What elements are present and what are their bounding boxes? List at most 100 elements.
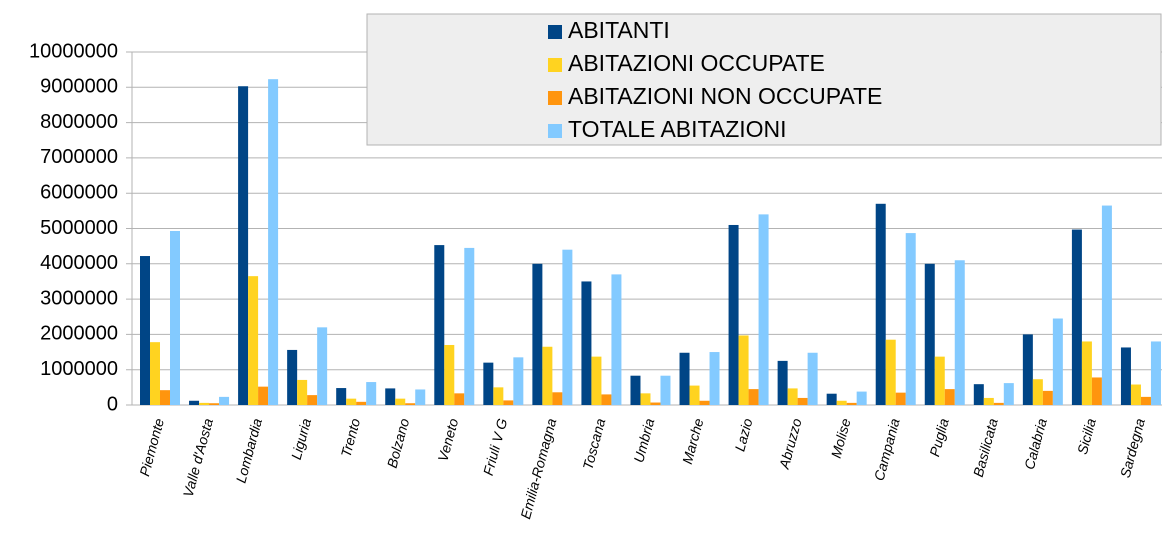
- y-tick-label: 9000000: [40, 76, 118, 98]
- bar: [1150, 341, 1161, 405]
- x-tick-label: Friuli V G: [480, 416, 511, 477]
- bar: [993, 402, 1004, 405]
- y-tick-label: 7000000: [40, 146, 118, 168]
- legend-swatch: [548, 124, 562, 138]
- bar: [709, 352, 720, 405]
- x-tick-label: Lazio: [731, 416, 755, 453]
- bar: [699, 400, 710, 405]
- bar: [660, 375, 671, 405]
- bar: [738, 335, 749, 405]
- x-tick-label: Sicilia: [1074, 416, 1099, 456]
- x-tick-label: Bolzano: [384, 416, 413, 469]
- bar: [748, 389, 759, 405]
- bar: [777, 360, 788, 405]
- bar: [807, 352, 818, 405]
- bar: [140, 256, 150, 405]
- bar: [199, 402, 210, 405]
- y-tick-label: 1000000: [40, 358, 118, 380]
- bar: [630, 375, 641, 405]
- bar: [1130, 384, 1141, 405]
- bar: [483, 362, 494, 405]
- bar: [689, 385, 700, 405]
- bar: [209, 403, 220, 405]
- bar: [954, 260, 965, 405]
- bar: [366, 382, 377, 405]
- bar: [385, 388, 396, 405]
- bar: [513, 357, 524, 405]
- bar: [552, 392, 563, 405]
- bar: [826, 393, 837, 405]
- bar: [1032, 379, 1043, 405]
- bar: [1052, 318, 1063, 405]
- bar: [405, 403, 416, 405]
- legend-label: TOTALE ABITAZIONI: [568, 116, 787, 142]
- bar: [542, 346, 553, 405]
- bar: [395, 398, 406, 405]
- bar: [336, 388, 347, 405]
- bar: [875, 203, 886, 405]
- x-tick-label: Campania: [871, 416, 903, 482]
- x-tick-label: Piemonte: [136, 416, 167, 477]
- bar: [1022, 334, 1033, 405]
- bar: [944, 389, 955, 405]
- bar: [238, 86, 249, 405]
- bar: [346, 398, 357, 405]
- bar: [846, 402, 857, 405]
- x-tick-label: Umbria: [630, 416, 657, 464]
- bar: [758, 214, 769, 405]
- x-tick-label: Puglia: [926, 416, 952, 458]
- bar: [1140, 396, 1151, 405]
- x-tick-label: Toscana: [579, 416, 608, 471]
- bar: [973, 384, 984, 405]
- bar: [287, 349, 298, 405]
- bar: [885, 339, 896, 405]
- bar: [317, 327, 328, 405]
- y-tick-label: 5000000: [40, 217, 118, 239]
- bar: [836, 400, 847, 405]
- bar: [797, 397, 808, 405]
- bar: [1091, 377, 1102, 405]
- bar: [464, 247, 475, 405]
- bar: [1101, 205, 1112, 405]
- bar: [905, 233, 916, 405]
- bar: [160, 390, 170, 405]
- bar: [493, 387, 504, 405]
- bar: [728, 224, 739, 405]
- legend-swatch: [548, 91, 562, 105]
- legend-swatch: [548, 25, 562, 39]
- bar: [356, 401, 367, 405]
- y-tick-label: 3000000: [40, 287, 118, 309]
- bar: [934, 356, 945, 405]
- bar: [601, 394, 612, 405]
- bar: [258, 386, 269, 405]
- legend-label: ABITAZIONI NON OCCUPATE: [568, 83, 882, 109]
- bar: [454, 393, 465, 405]
- x-tick-label: Calabria: [1021, 416, 1050, 471]
- bar: [434, 245, 445, 405]
- bar: [150, 342, 160, 405]
- bar: [1081, 341, 1092, 405]
- bar: [924, 263, 935, 405]
- bar: [679, 352, 690, 405]
- bar: [248, 276, 259, 405]
- bar: [581, 281, 592, 405]
- bar: [1003, 383, 1014, 405]
- x-tick-label: Valle d'Aosta: [180, 416, 216, 498]
- x-tick-label: Emilia-Romagna: [517, 416, 559, 520]
- y-tick-label: 10000000: [29, 40, 118, 62]
- bar: [895, 392, 906, 405]
- y-tick-label: 4000000: [40, 252, 118, 274]
- y-tick-label: 2000000: [40, 323, 118, 345]
- bar: [983, 397, 994, 405]
- bar: [503, 400, 514, 405]
- bar: [268, 79, 279, 405]
- legend-box: [366, 13, 1162, 146]
- x-tick-label: Veneto: [434, 416, 461, 463]
- x-tick-label: Lombardia: [233, 416, 266, 484]
- bar: [611, 274, 622, 405]
- y-tick-label: 6000000: [40, 181, 118, 203]
- legend-label: ABITANTI: [568, 17, 670, 43]
- bar: [307, 395, 318, 405]
- bar: [562, 249, 573, 405]
